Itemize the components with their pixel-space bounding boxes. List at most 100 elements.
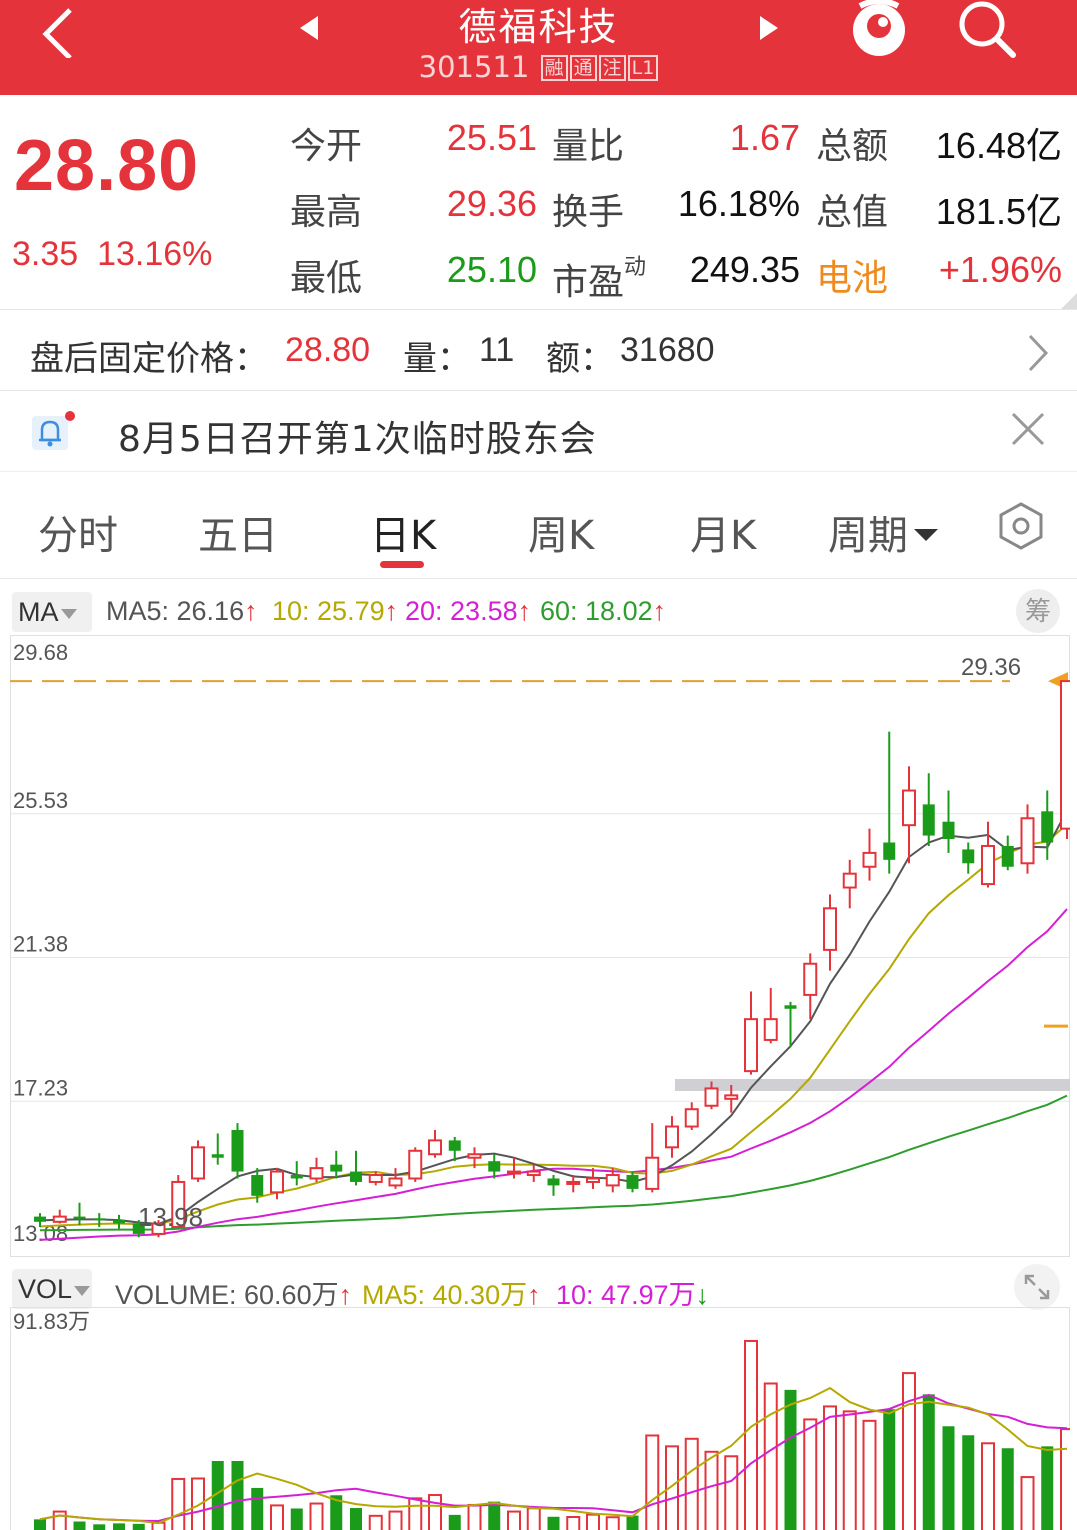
y-tick-label: 29.68 [13, 640, 68, 665]
volume-bar-up [823, 1405, 837, 1530]
volume-max-label: 91.83万 [13, 1309, 90, 1334]
ma5-value: MA5: 26.16↑ [106, 596, 258, 627]
after-hours-vol: 11 [479, 331, 515, 369]
y-tick-label: 17.23 [13, 1075, 68, 1100]
candle-body-down [330, 1164, 343, 1172]
label-volume-ratio: 量比 [552, 126, 625, 167]
volume-bar-up [408, 1497, 423, 1530]
value-pe: 249.35 [689, 249, 800, 290]
min-price-label: 13.98 [138, 1202, 203, 1232]
tab-intraday[interactable]: 分时 [38, 513, 118, 559]
tab-monthly-k[interactable]: 月K [690, 513, 757, 559]
after-hours-row[interactable]: 盘后固定价格： 28.80 量： 11 额： 31680 [0, 311, 1077, 391]
volume-bar-up [605, 1516, 620, 1530]
tag-connect: 通 [569, 55, 597, 81]
after-hours-price: 28.80 [285, 331, 371, 369]
candle-body-up [684, 1108, 699, 1128]
volume-bar-up [467, 1503, 482, 1530]
back-icon[interactable] [38, 6, 82, 58]
tab-period-dropdown[interactable]: 周期 [828, 503, 938, 561]
candle-body-up [645, 1156, 660, 1190]
value-turnover-rate: 16.18% [677, 183, 800, 224]
notice-text[interactable]: 8月5日召开第1次临时股东会 [118, 419, 597, 460]
candle-body-down [290, 1175, 303, 1179]
candle-body-down [113, 1220, 125, 1224]
max-price-label: 29.36 [961, 654, 1021, 681]
volume-bar-down [1001, 1448, 1014, 1530]
candle-body-up [171, 1180, 186, 1228]
tag-level1: L1 [627, 55, 659, 81]
volume-bar-up [704, 1450, 719, 1530]
vol-ma10-value: 10: 47.97万↓ [556, 1273, 709, 1312]
value-open: 25.51 [446, 117, 537, 158]
search-icon[interactable] [955, 0, 1017, 60]
tab-period-label: 周期 [828, 513, 908, 559]
notice-bar[interactable]: 8月5日召开第1次临时股东会 [0, 392, 1077, 472]
prev-stock-icon[interactable] [298, 14, 320, 42]
volume-bar-up [309, 1502, 324, 1530]
volume-text: VOLUME: 60.60万 [115, 1280, 339, 1310]
candle-body-up [842, 872, 857, 889]
candle-body-down [448, 1140, 461, 1151]
volume-bar-up [388, 1510, 403, 1530]
label-sector-battery[interactable]: 电池 [816, 258, 889, 299]
volume-bar-down [211, 1460, 224, 1530]
candle-body-up [388, 1177, 403, 1187]
chevron-right-icon[interactable] [1027, 333, 1049, 373]
value-volume-ratio: 1.67 [729, 117, 800, 158]
active-tab-indicator [380, 561, 424, 568]
candle-body-up [507, 1170, 521, 1175]
label-turnover-amount: 总额 [816, 126, 889, 167]
corner-fold-icon[interactable] [1061, 293, 1077, 309]
candle-body-down [34, 1216, 46, 1222]
candle-body-up [605, 1174, 620, 1187]
volume-bar-up [507, 1510, 521, 1530]
volume-bar-up [981, 1442, 995, 1530]
volume-bar-down [942, 1426, 955, 1530]
close-icon[interactable] [1011, 412, 1045, 446]
ma60-up-arrow: ↑ [652, 596, 667, 626]
period-tabs: 分时 五日 日K 周K 月K 周期 [0, 473, 1077, 579]
candle-body-down [626, 1175, 639, 1189]
volume-bar-down [113, 1523, 125, 1530]
ma20-value: 20: 23.58↑ [405, 596, 531, 627]
volume-up-arrow: ↑ [338, 1280, 353, 1310]
candle-body-up [823, 907, 837, 951]
dropdown-icon [60, 609, 77, 619]
ma20-up-arrow: ↑ [517, 596, 532, 626]
candle-body-down [231, 1130, 244, 1172]
value-sector-change[interactable]: +1.96% [938, 249, 1062, 290]
sub-indicator-selector[interactable]: VOL [12, 1269, 92, 1309]
main-indicator-selector[interactable]: MA [12, 592, 92, 632]
volume-bar-down [784, 1389, 797, 1530]
volume-chart[interactable]: 91.83万 [10, 1307, 1070, 1530]
tab-weekly-k[interactable]: 周K [528, 513, 595, 559]
volume-bar-down [922, 1394, 935, 1530]
tab-daily-k[interactable]: 日K [370, 513, 437, 559]
chip-distribution-button[interactable]: 筹 [1016, 589, 1060, 633]
ma20-text: 20: 23.58 [405, 596, 518, 626]
volume-frame [10, 1307, 1070, 1530]
after-hours-label: 盘后固定价格： [30, 339, 268, 379]
volume-bar-down [488, 1501, 501, 1530]
candle-body-up [408, 1149, 423, 1180]
ma10-value: 10: 25.79↑ [272, 596, 398, 627]
ma5-line [39, 810, 1068, 1225]
expand-icon[interactable] [1014, 1264, 1060, 1310]
mascot-icon[interactable] [850, 0, 908, 60]
candle-body-up [724, 1094, 739, 1100]
next-stock-icon[interactable] [758, 14, 780, 42]
tab-five-day[interactable]: 五日 [198, 513, 278, 559]
settings-hexagon-icon[interactable] [996, 501, 1046, 551]
ma60-value: 60: 18.02↑ [540, 596, 666, 627]
volume-bar-up [52, 1510, 67, 1530]
candle-body-down [211, 1154, 224, 1158]
volume-bar-up [368, 1514, 383, 1530]
volume-bar-down [883, 1409, 896, 1530]
label-market-cap: 总值 [816, 192, 889, 233]
volume-bar-up [744, 1339, 758, 1530]
candle-body-down [251, 1175, 264, 1196]
value-market-cap: 181.5亿 [935, 191, 1062, 232]
volume-bar-up [1020, 1476, 1035, 1530]
